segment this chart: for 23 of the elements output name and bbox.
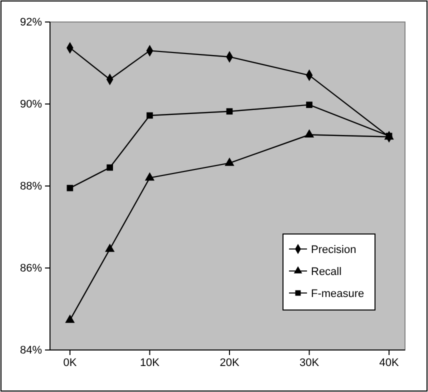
point xyxy=(306,102,312,108)
legend-label: Precision xyxy=(311,244,356,256)
point xyxy=(224,157,234,166)
y-tick-label: 92% xyxy=(20,16,42,29)
x-tick-label: 30K xyxy=(299,356,320,369)
y-tick-label: 84% xyxy=(20,344,42,357)
point xyxy=(304,129,314,138)
x-tick-label: 40K xyxy=(379,356,400,369)
point xyxy=(105,244,115,252)
x-tick-label: 20K xyxy=(220,356,240,369)
x-tick-label: 10K xyxy=(140,356,160,369)
x-tick-label: 0K xyxy=(63,356,78,369)
point xyxy=(106,164,113,171)
point xyxy=(146,112,153,119)
point xyxy=(65,314,75,323)
point xyxy=(226,108,233,115)
y-tick-label: 86% xyxy=(20,262,42,275)
point xyxy=(144,172,155,181)
point xyxy=(66,184,74,192)
legend-label: Recall xyxy=(311,266,342,278)
y-tick-label: 88% xyxy=(20,180,42,193)
legend-label: F-measure xyxy=(311,288,364,300)
y-tick-label: 90% xyxy=(20,98,42,111)
